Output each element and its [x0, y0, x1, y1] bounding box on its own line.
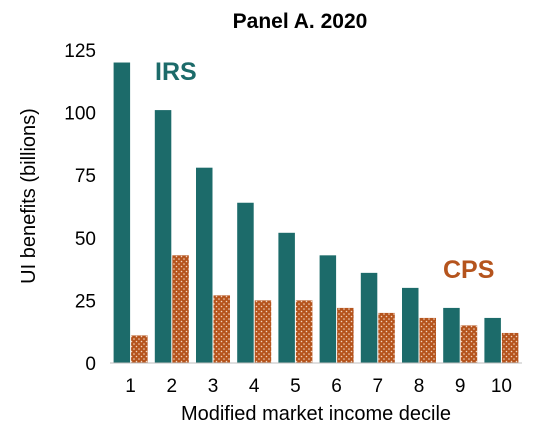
x-tick-label: 2 [167, 376, 178, 397]
x-tick-label: 7 [373, 376, 384, 397]
bar-cps-decile-2 [172, 255, 189, 363]
bar-irs-decile-4 [237, 202, 254, 363]
chart-title: Panel A. 2020 [233, 10, 368, 33]
x-tick-label: 6 [331, 376, 342, 397]
x-tick-label: 4 [249, 376, 260, 397]
y-tick-label: 25 [75, 291, 96, 312]
bar-irs-decile-1 [113, 62, 131, 364]
bar-cps-decile-9 [460, 325, 478, 363]
bar-irs-decile-6 [319, 255, 337, 363]
y-tick-label: 0 [85, 354, 96, 375]
bars [113, 62, 519, 364]
series-label-cps: CPS [443, 256, 494, 284]
x-tick-label: 1 [125, 376, 136, 397]
y-tick-label: 125 [64, 41, 96, 62]
bar-cps-decile-8 [419, 317, 436, 363]
x-tick-label: 3 [208, 376, 219, 397]
x-tick-label: 8 [414, 376, 425, 397]
bar-cps-decile-7 [378, 312, 395, 363]
bar-irs-decile-2 [154, 110, 172, 363]
bar-cps-decile-6 [337, 307, 354, 363]
y-axis-ticks: 0 25 50 75 100 125 [64, 41, 96, 375]
bar-cps-decile-4 [254, 300, 272, 363]
bar-cps-decile-5 [295, 300, 313, 363]
series-label-irs: IRS [155, 58, 197, 86]
x-tick-label: 10 [491, 376, 512, 397]
bar-irs-decile-5 [278, 232, 295, 363]
y-axis-label: UI benefits (billions) [18, 108, 40, 284]
x-tick-label: 9 [455, 376, 466, 397]
y-tick-label: 100 [64, 104, 96, 125]
y-tick-label: 50 [75, 229, 96, 250]
bar-cps-decile-10 [501, 332, 519, 363]
bar-cps-decile-1 [131, 335, 148, 363]
bar-irs-decile-7 [360, 272, 378, 363]
bar-irs-decile-3 [196, 167, 213, 363]
bar-irs-decile-9 [443, 307, 460, 363]
x-axis-label: Modified market income decile [181, 403, 451, 425]
y-tick-label: 75 [75, 166, 96, 187]
x-axis-ticks: 1 2 3 4 5 6 7 8 9 10 [125, 376, 512, 397]
x-tick-label: 5 [290, 376, 301, 397]
bar-irs-decile-8 [402, 287, 419, 363]
bar-irs-decile-10 [484, 317, 501, 363]
bar-cps-decile-3 [213, 295, 230, 363]
